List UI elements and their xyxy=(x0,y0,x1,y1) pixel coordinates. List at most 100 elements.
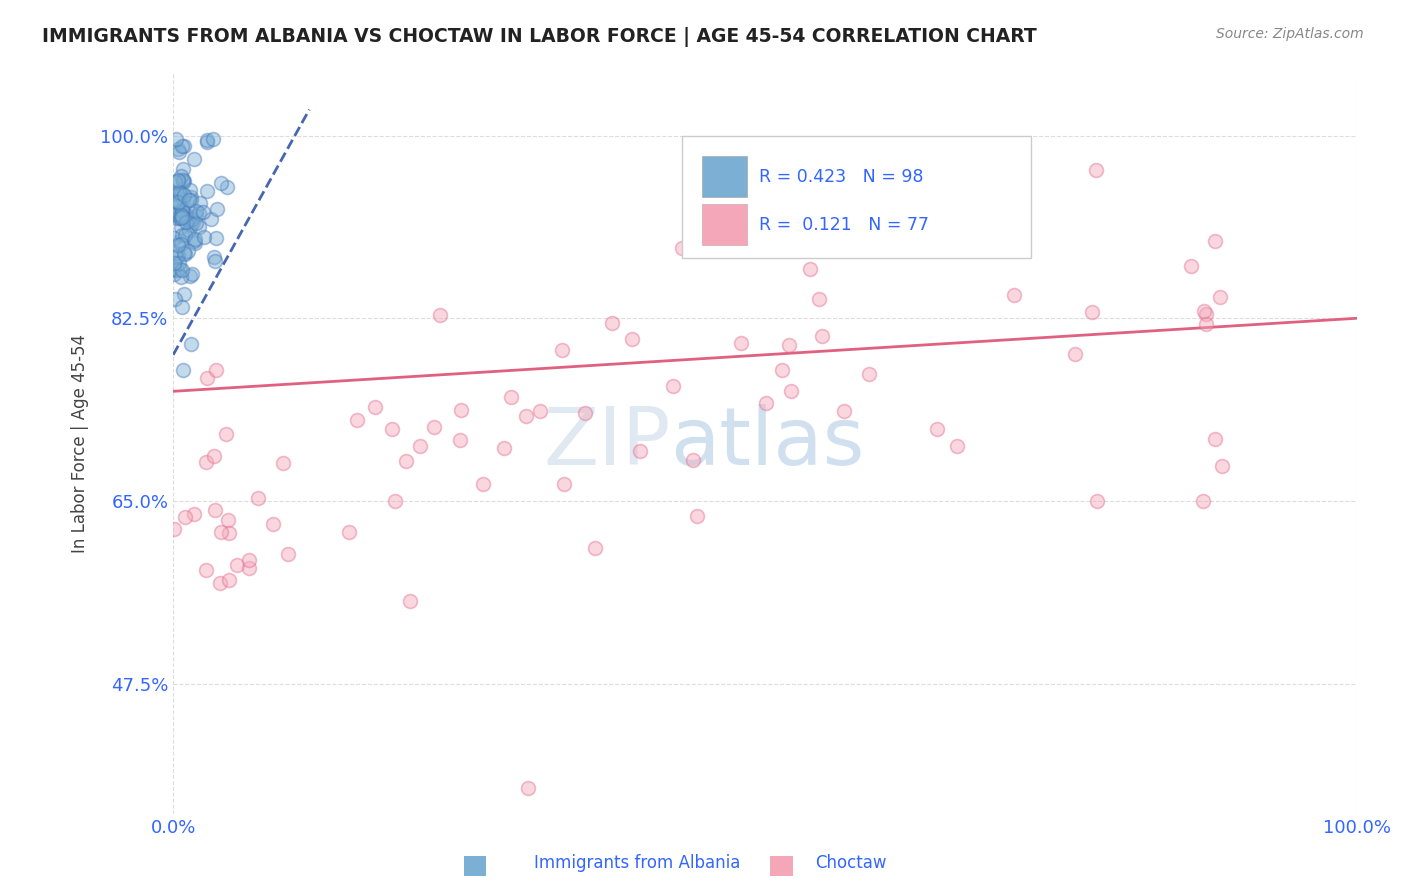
Point xyxy=(553,477,575,491)
Text: Source: ZipAtlas.com: Source: ZipAtlas.com xyxy=(1216,27,1364,41)
Text: ZIP: ZIP xyxy=(543,404,671,483)
Point xyxy=(628,443,651,458)
Point xyxy=(172,161,194,176)
Point xyxy=(173,246,195,260)
Point xyxy=(172,193,194,207)
Text: atlas: atlas xyxy=(671,404,865,483)
Point xyxy=(174,215,197,229)
Point xyxy=(1209,290,1232,304)
Point xyxy=(204,231,226,245)
Point xyxy=(682,453,704,467)
Point xyxy=(450,402,472,417)
Point xyxy=(422,420,444,434)
Point xyxy=(181,212,204,227)
Point xyxy=(262,516,284,531)
Point xyxy=(1204,432,1226,446)
Point xyxy=(204,251,226,265)
Point xyxy=(1002,288,1025,302)
Point xyxy=(517,780,540,795)
Point xyxy=(207,202,229,216)
Point xyxy=(173,174,195,188)
Point xyxy=(170,227,193,242)
Point xyxy=(600,316,623,330)
Text: Immigrants from Albania: Immigrants from Albania xyxy=(534,855,741,872)
Point xyxy=(238,553,260,567)
Point xyxy=(170,139,193,153)
Point xyxy=(1085,494,1108,508)
Point xyxy=(807,293,830,307)
Point xyxy=(686,509,709,524)
Point xyxy=(501,391,523,405)
Point xyxy=(166,248,188,262)
Point xyxy=(170,237,193,252)
Text: IMMIGRANTS FROM ALBANIA VS CHOCTAW IN LABOR FORCE | AGE 45-54 CORRELATION CHART: IMMIGRANTS FROM ALBANIA VS CHOCTAW IN LA… xyxy=(42,27,1038,46)
Point xyxy=(202,449,225,463)
Point xyxy=(218,573,240,587)
Point xyxy=(209,575,232,590)
Point xyxy=(188,206,211,220)
Point xyxy=(1195,317,1218,331)
Point xyxy=(661,379,683,393)
Point xyxy=(183,507,205,521)
Point xyxy=(173,138,195,153)
Point xyxy=(166,198,188,212)
Point xyxy=(163,522,186,536)
Point xyxy=(395,454,418,468)
Point xyxy=(529,404,551,418)
Point xyxy=(163,292,186,306)
Point xyxy=(173,287,195,301)
Point xyxy=(1204,234,1226,248)
Point xyxy=(183,234,205,248)
Point xyxy=(179,183,201,197)
Point xyxy=(184,216,207,230)
Point xyxy=(183,236,205,251)
Point xyxy=(163,209,186,223)
Point xyxy=(169,261,191,276)
Point xyxy=(201,131,224,145)
Text: R =  0.121   N = 77: R = 0.121 N = 77 xyxy=(759,216,929,234)
Point xyxy=(778,338,800,352)
Point xyxy=(170,219,193,234)
Point xyxy=(172,173,194,187)
Point xyxy=(170,262,193,277)
Point xyxy=(172,175,194,189)
Point xyxy=(180,189,202,203)
Point xyxy=(167,238,190,252)
Point xyxy=(163,256,186,270)
Point xyxy=(204,253,226,268)
Point xyxy=(337,524,360,539)
Point xyxy=(163,205,186,219)
Point xyxy=(170,269,193,284)
Point xyxy=(166,211,188,226)
Point xyxy=(583,541,606,555)
Point xyxy=(181,268,204,282)
Point xyxy=(364,400,387,414)
Point xyxy=(194,455,217,469)
Point xyxy=(200,212,222,227)
Point xyxy=(166,250,188,264)
Point xyxy=(215,427,238,442)
Point xyxy=(188,196,211,211)
Point xyxy=(191,205,214,219)
Point xyxy=(195,133,218,147)
Point xyxy=(925,422,948,436)
FancyBboxPatch shape xyxy=(682,136,1032,259)
Point xyxy=(165,132,187,146)
Point xyxy=(163,231,186,245)
Point xyxy=(174,509,197,524)
Point xyxy=(166,263,188,277)
Point xyxy=(492,441,515,455)
Point xyxy=(173,246,195,260)
FancyBboxPatch shape xyxy=(703,156,748,197)
Y-axis label: In Labor Force | Age 45-54: In Labor Force | Age 45-54 xyxy=(72,334,89,553)
Point xyxy=(770,363,793,377)
Point xyxy=(1192,494,1215,508)
Point xyxy=(515,409,537,423)
Point xyxy=(429,308,451,322)
Point xyxy=(172,363,194,377)
Point xyxy=(177,223,200,237)
Point xyxy=(246,491,269,505)
Point xyxy=(1195,307,1218,321)
Point xyxy=(169,234,191,248)
Point xyxy=(172,300,194,314)
